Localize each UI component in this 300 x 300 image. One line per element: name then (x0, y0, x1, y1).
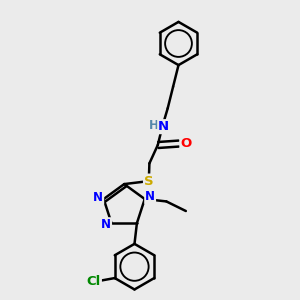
Text: N: N (93, 191, 103, 204)
Text: S: S (144, 175, 154, 188)
Text: N: N (145, 190, 155, 203)
Text: N: N (101, 218, 111, 231)
Text: H: H (149, 119, 159, 132)
Text: O: O (180, 137, 192, 150)
Text: N: N (158, 120, 169, 133)
Text: Cl: Cl (87, 274, 101, 288)
